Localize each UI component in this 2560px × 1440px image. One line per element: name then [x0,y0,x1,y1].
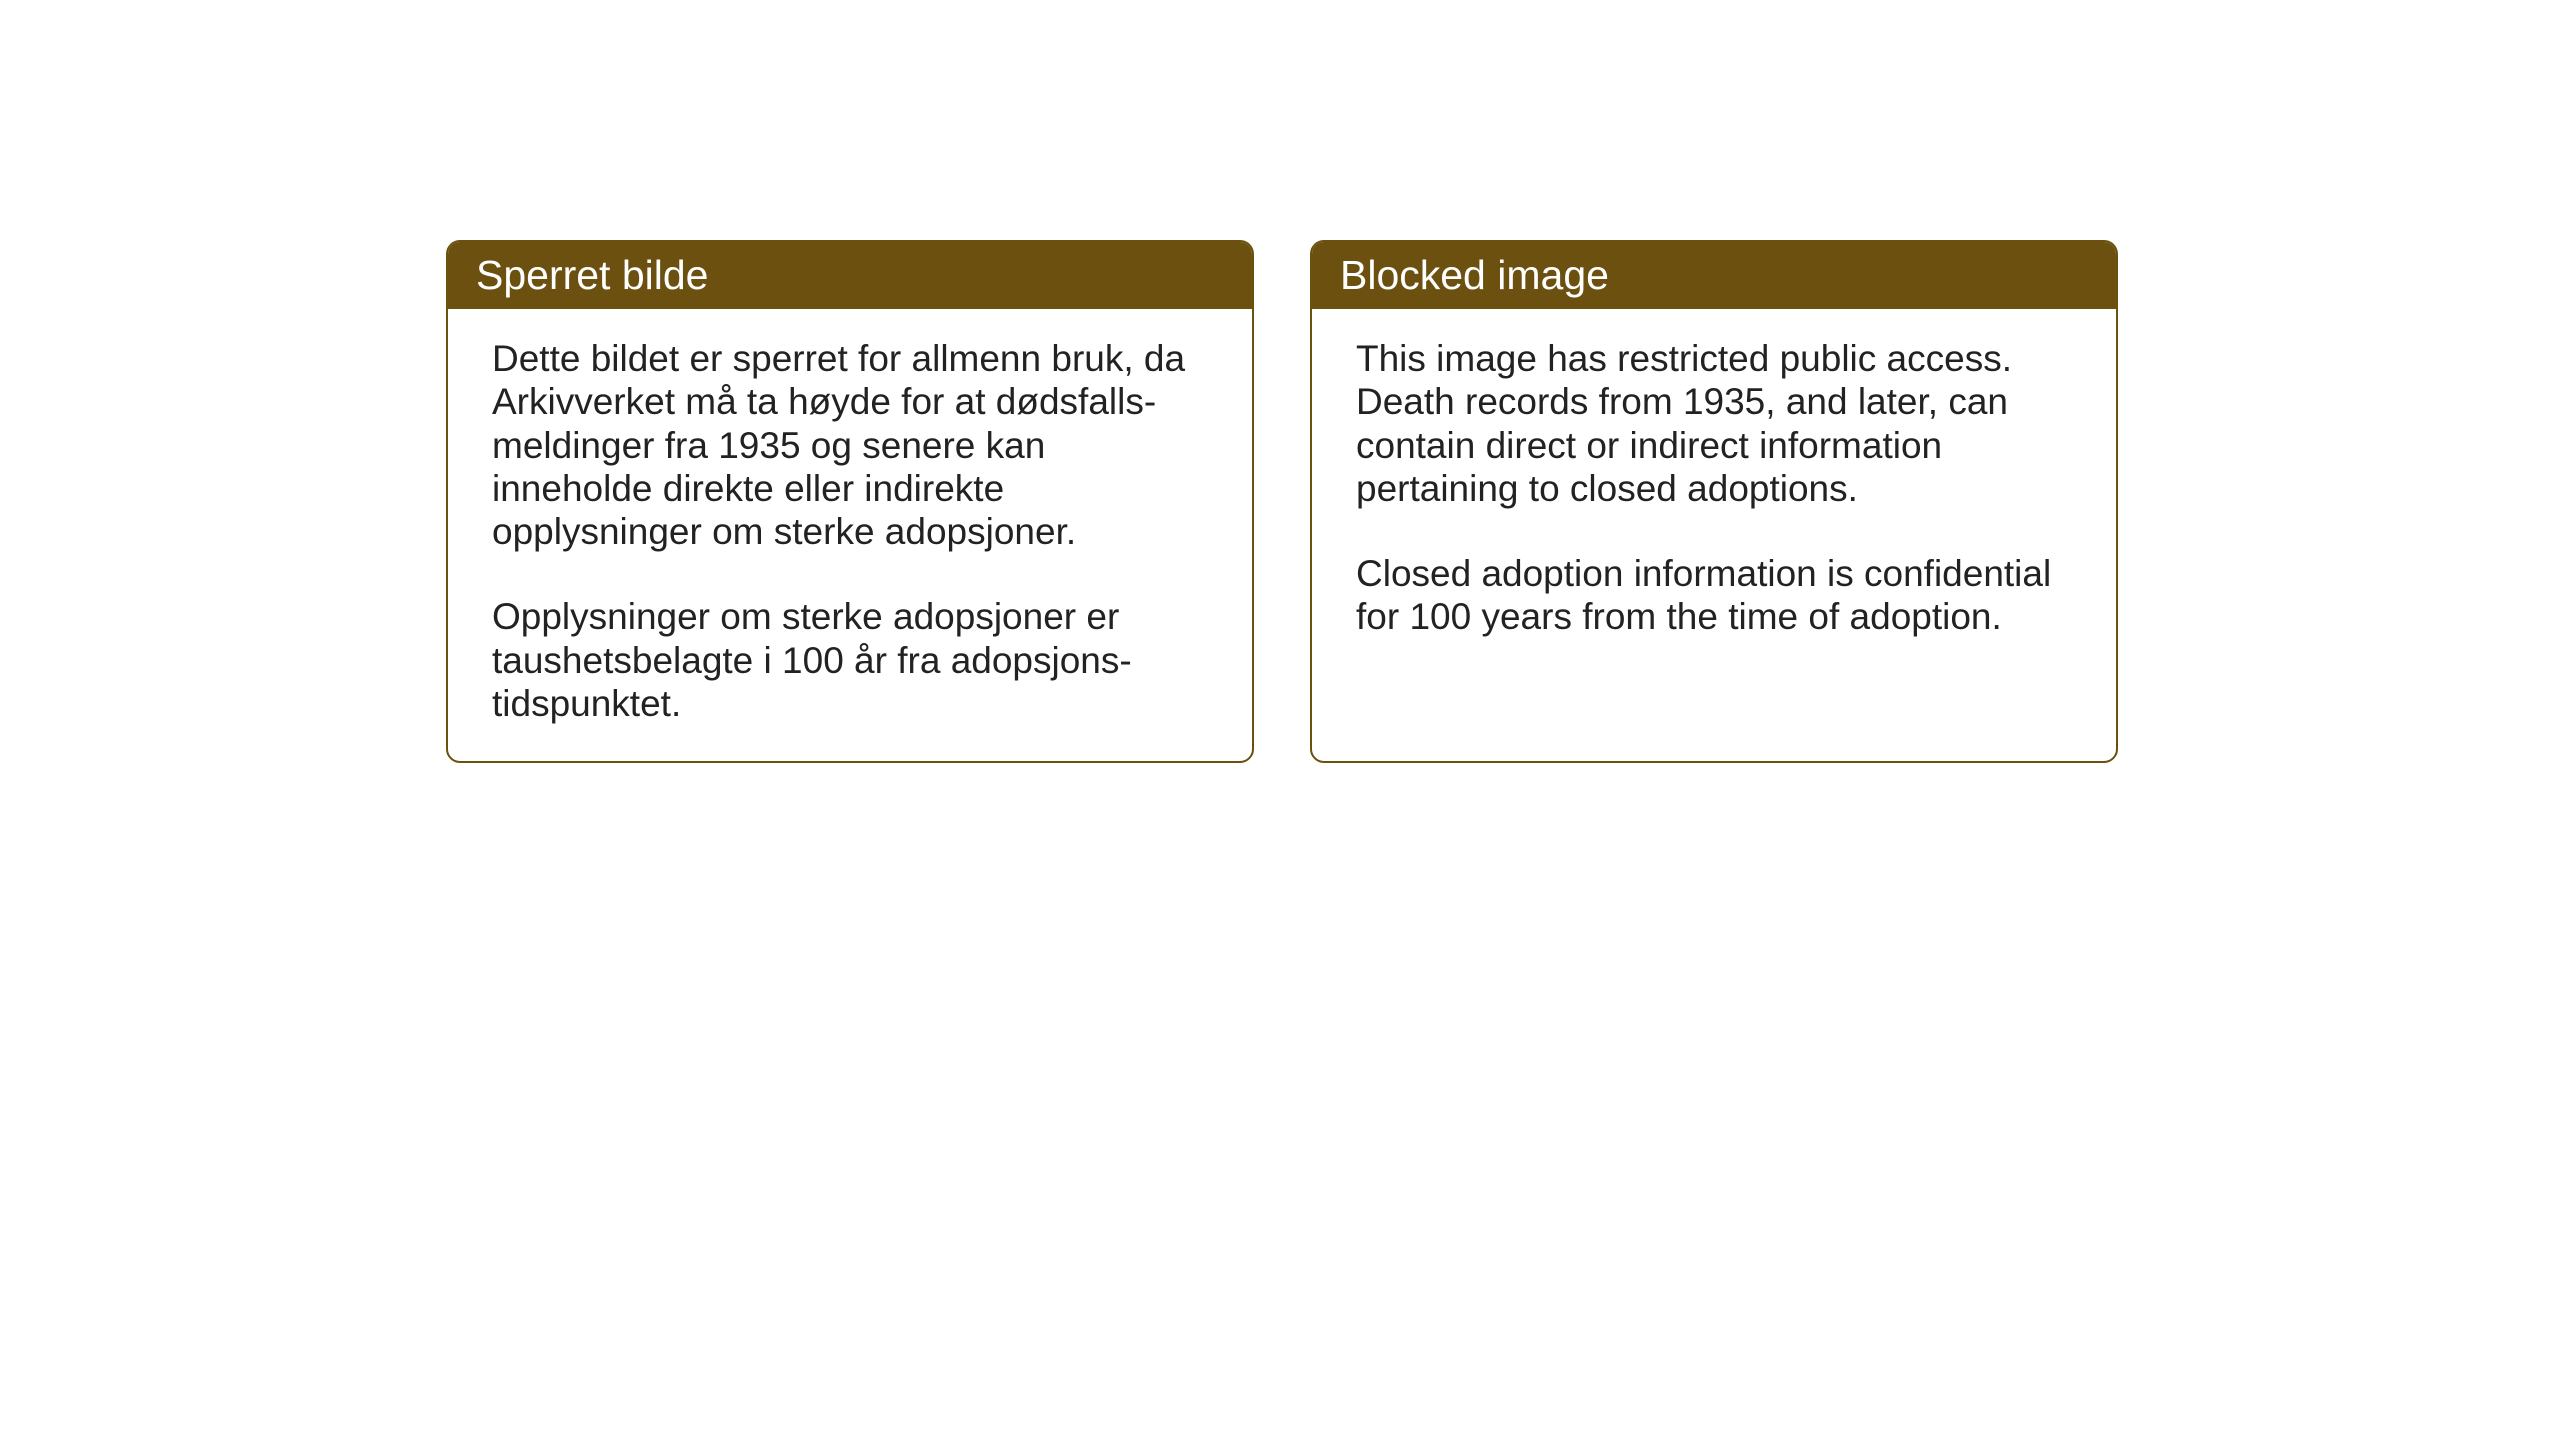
notice-paragraph1-norwegian: Dette bildet er sperret for allmenn bruk… [492,337,1208,553]
notice-paragraph2-norwegian: Opplysninger om sterke adopsjoner er tau… [492,595,1208,725]
notice-header-english: Blocked image [1312,242,2116,309]
notice-card-english: Blocked image This image has restricted … [1310,240,2118,763]
notice-paragraph2-english: Closed adoption information is confident… [1356,552,2072,639]
notice-header-norwegian: Sperret bilde [448,242,1252,309]
notice-container: Sperret bilde Dette bildet er sperret fo… [446,240,2118,763]
notice-title-english: Blocked image [1340,252,1609,298]
notice-body-english: This image has restricted public access.… [1312,309,2116,675]
notice-title-norwegian: Sperret bilde [476,252,708,298]
notice-card-norwegian: Sperret bilde Dette bildet er sperret fo… [446,240,1254,763]
notice-body-norwegian: Dette bildet er sperret for allmenn bruk… [448,309,1252,761]
notice-paragraph1-english: This image has restricted public access.… [1356,337,2072,510]
